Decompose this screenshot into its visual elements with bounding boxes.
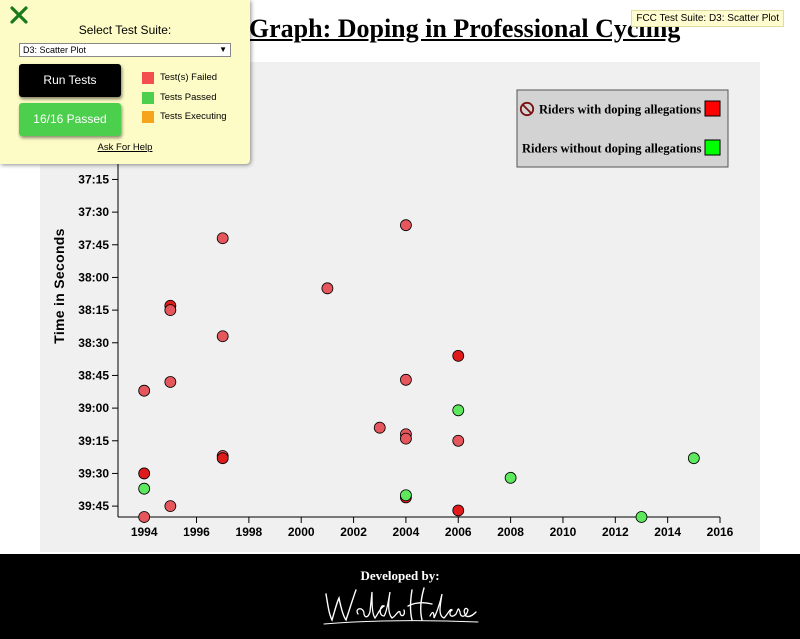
x-tick-label: 1994 (131, 525, 158, 539)
data-point-doping (138, 467, 151, 480)
test-suite-select-value: D3: Scatter Plot (23, 45, 87, 55)
data-point-clean (635, 511, 648, 523)
legend-box (516, 89, 729, 168)
legend-doping-swatch (704, 100, 721, 117)
data-point-clean (400, 489, 412, 502)
data-point-doping (452, 349, 465, 362)
passed-swatch (142, 92, 154, 104)
run-tests-button[interactable]: Run Tests (19, 64, 121, 97)
x-tick-label: 2012 (602, 525, 629, 539)
data-point-doping (164, 376, 177, 388)
y-tick-label: 39:00 (78, 401, 109, 415)
data-point-doping (216, 232, 229, 245)
data-points (138, 129, 700, 523)
tests-executing-label: Tests Executing (160, 111, 227, 122)
data-point-doping (138, 384, 151, 397)
data-point-clean (138, 482, 151, 495)
tests-failed-label: Test(s) Failed (160, 72, 218, 83)
y-tick-label: 38:15 (78, 303, 109, 317)
close-x-icon[interactable] (9, 5, 29, 25)
data-point-doping (321, 282, 334, 295)
y-axis-label: Time in Seconds (51, 228, 67, 344)
footer: Developed by: (0, 554, 800, 639)
legend-clean-label: Riders without doping allegations (522, 142, 702, 156)
x-tick-label: 2002 (340, 525, 367, 539)
x-tick-label: 2000 (288, 525, 315, 539)
data-point-doping (452, 434, 465, 447)
y-tick-label: 37:15 (78, 172, 109, 186)
x-tick-label: 1998 (236, 525, 263, 539)
x-tick-label: 2006 (445, 525, 472, 539)
developed-by-label: Developed by: (360, 568, 440, 583)
y-tick-label: 39:45 (78, 499, 109, 513)
y-tick-label: 38:45 (78, 368, 109, 382)
scatter-chart: Time in Seconds 1994 1996 1998 2000 2002 2004… (51, 89, 734, 539)
data-point-doping (400, 219, 412, 232)
data-point-clean (452, 404, 465, 417)
x-tick-label: 2014 (654, 525, 681, 539)
data-point-clean (504, 471, 517, 484)
chevron-down-icon: ▼ (219, 45, 227, 54)
x-tick-label: 2010 (550, 525, 577, 539)
tests-passed-label: Tests Passed (160, 92, 217, 103)
x-tick-label: 2004 (393, 525, 420, 539)
fcc-panel-title: Select Test Suite: (78, 23, 172, 37)
data-point-doping (216, 330, 229, 343)
y-tick-label: 37:45 (78, 238, 109, 252)
legend-clean-swatch (704, 139, 721, 156)
y-tick-label: 38:30 (78, 336, 109, 350)
data-point-clean (687, 452, 700, 465)
y-tick-label: 37:30 (78, 205, 109, 219)
data-point-doping (452, 504, 465, 517)
y-tick-label: 39:15 (78, 434, 109, 448)
signature-image (323, 587, 479, 625)
chart-legend: Riders with doping allegations Riders wi… (516, 89, 729, 168)
data-point-doping (138, 511, 151, 523)
data-point-doping (373, 421, 386, 434)
fcc-test-suite-badge[interactable]: FCC Test Suite: D3: Scatter Plot (631, 10, 784, 27)
y-axis-label-group: Time in Seconds (51, 228, 67, 344)
tests-passed-button[interactable]: 16/16 Passed (19, 103, 121, 136)
legend-doping-icon (519, 101, 535, 117)
data-point-doping (400, 432, 412, 445)
executing-swatch (142, 111, 154, 123)
y-tick-label: 38:00 (78, 270, 109, 284)
y-tick-label: 39:30 (78, 466, 109, 480)
data-point-doping (164, 500, 177, 513)
fcc-test-panel: Select Test Suite: D3: Scatter Plot ▼ Ru… (0, 0, 250, 164)
x-tick-label: 1996 (183, 525, 210, 539)
x-tick-label: 2008 (497, 525, 524, 539)
axes: 1994 1996 1998 2000 2002 2004 2006 2008 2010 2012… (78, 125, 734, 539)
ask-for-help-link[interactable]: Ask For Help (97, 142, 153, 153)
test-suite-select[interactable]: D3: Scatter Plot ▼ (19, 43, 231, 57)
failed-swatch (142, 72, 154, 84)
data-point-doping (216, 452, 229, 465)
data-point-doping (164, 304, 177, 317)
data-point-doping (400, 373, 412, 386)
x-tick-label: 2016 (707, 525, 734, 539)
legend-doping-label: Riders with doping allegations (539, 103, 701, 117)
